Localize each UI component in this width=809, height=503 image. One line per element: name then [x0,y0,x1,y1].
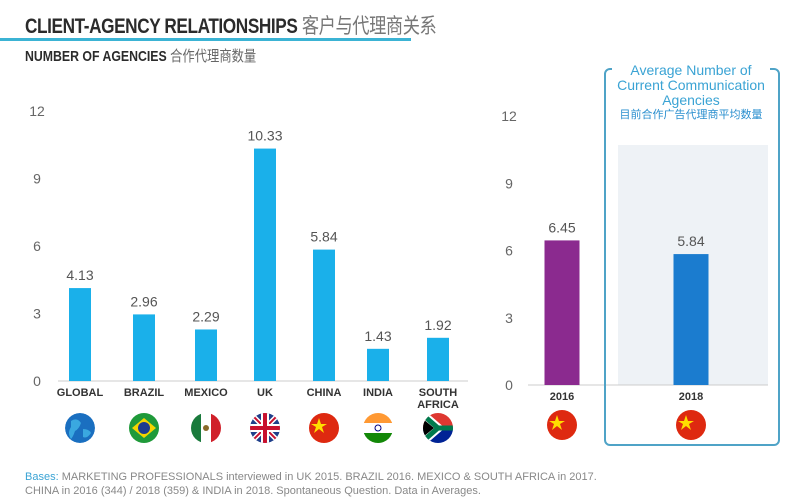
flag-part [374,424,382,432]
title-zh: 客户与代理商关系 [301,15,437,38]
flag-part [423,419,434,437]
data-label: 5.84 [677,233,704,249]
y-tick-label: 0 [505,377,513,393]
data-label: 5.84 [310,229,337,245]
y-tick-label: 6 [505,243,513,259]
flag-body [250,413,280,443]
y-tick-label: 3 [505,310,513,326]
data-label: 2.96 [130,293,157,309]
china-flag-icon [676,410,706,440]
footnote: Bases: MARKETING PROFESSIONALS interview… [25,470,597,498]
x-tick-label: UK [257,387,273,399]
title-en: CLIENT-AGENCY RELATIONSHIPS [25,15,298,38]
bar-global [69,288,91,381]
y-tick-label: 12 [501,108,517,124]
highlight-box [604,68,780,446]
flag-part [676,410,706,440]
flag-body [191,413,221,443]
bar-china [313,249,335,381]
bar-brazil [133,314,155,381]
y-tick-label: 12 [29,103,45,119]
x-tick-label: SOUTH [419,387,458,399]
x-tick-label: BRAZIL [124,387,165,399]
flag-part [363,413,393,423]
panel-title-en: Average Number of Current Communication … [617,62,765,108]
panel-title-zh: 目前合作广告代理商平均数量 [619,109,763,121]
y-tick-label: 9 [505,175,513,191]
footnote-line1: MARKETING PROFESSIONALS interviewed in U… [58,471,597,483]
flag-part [203,425,209,431]
india-flag-icon [363,413,393,443]
flag-part [309,413,339,443]
flag-body [129,413,159,443]
bar-south-africa [427,337,449,381]
flag-part [191,413,201,443]
flag-part [363,423,393,433]
subtitle-zh: 合作代理商数量 [170,48,257,65]
flag-part [678,415,694,430]
chart-subtitle: NUMBER OF AGENCIES 合作代理商数量 [25,45,256,66]
panel-title: Average Number of Current Communication … [612,63,770,123]
data-label: 2.29 [192,308,219,324]
flag-body [363,413,393,443]
footnote-label: Bases: [25,471,59,483]
flag-part [211,413,221,443]
x-tick-label: CHINA [307,387,342,399]
china-flag-icon [309,413,339,443]
subtitle-en: NUMBER OF AGENCIES [25,48,167,65]
flag-body [65,413,95,443]
mexico-flag-icon [191,413,221,443]
flag-body [676,410,706,440]
flag-part [69,419,91,439]
flag-part [138,422,150,434]
x-tick-label: 2016 [550,391,574,403]
bar-2018 [673,254,709,385]
page-title: CLIENT-AGENCY RELATIONSHIPS 客户与代理商关系 [25,10,437,40]
data-label: 1.92 [424,317,451,333]
y-tick-label: 3 [33,306,41,322]
flag-body [423,413,453,443]
flag-body [309,413,339,443]
bar-india [367,348,389,381]
y-tick-label: 0 [33,373,41,389]
bar-2016 [544,240,580,385]
globe-flag-icon [65,413,95,443]
x-tick-label: AFRICA [417,399,459,411]
x-tick-label: MEXICO [184,387,228,399]
y-tick-label: 6 [33,238,41,254]
data-label: 1.43 [364,328,391,344]
flag-body [547,410,577,440]
x-tick-label: GLOBAL [57,387,104,399]
bar-uk [254,148,276,381]
south-africa-flag-icon [423,413,453,443]
bar-mexico [195,329,217,381]
flag-part [311,418,327,433]
brazil-flag-icon [129,413,159,443]
data-label: 4.13 [66,267,93,283]
flag-part [549,415,565,430]
y-tick-label: 9 [33,171,41,187]
data-label: 6.45 [548,219,575,235]
x-tick-label: INDIA [363,387,393,399]
uk-flag-icon [250,413,280,443]
title-rule [0,38,411,41]
footnote-line2: CHINA in 2016 (344) / 2018 (359) & INDIA… [25,485,481,497]
flag-part [547,410,577,440]
flag-part [263,413,267,443]
flag-part [363,433,393,443]
data-label: 10.33 [247,128,282,144]
flag-part [65,413,95,443]
china-flag-icon [547,410,577,440]
x-tick-label: 2018 [679,391,703,403]
